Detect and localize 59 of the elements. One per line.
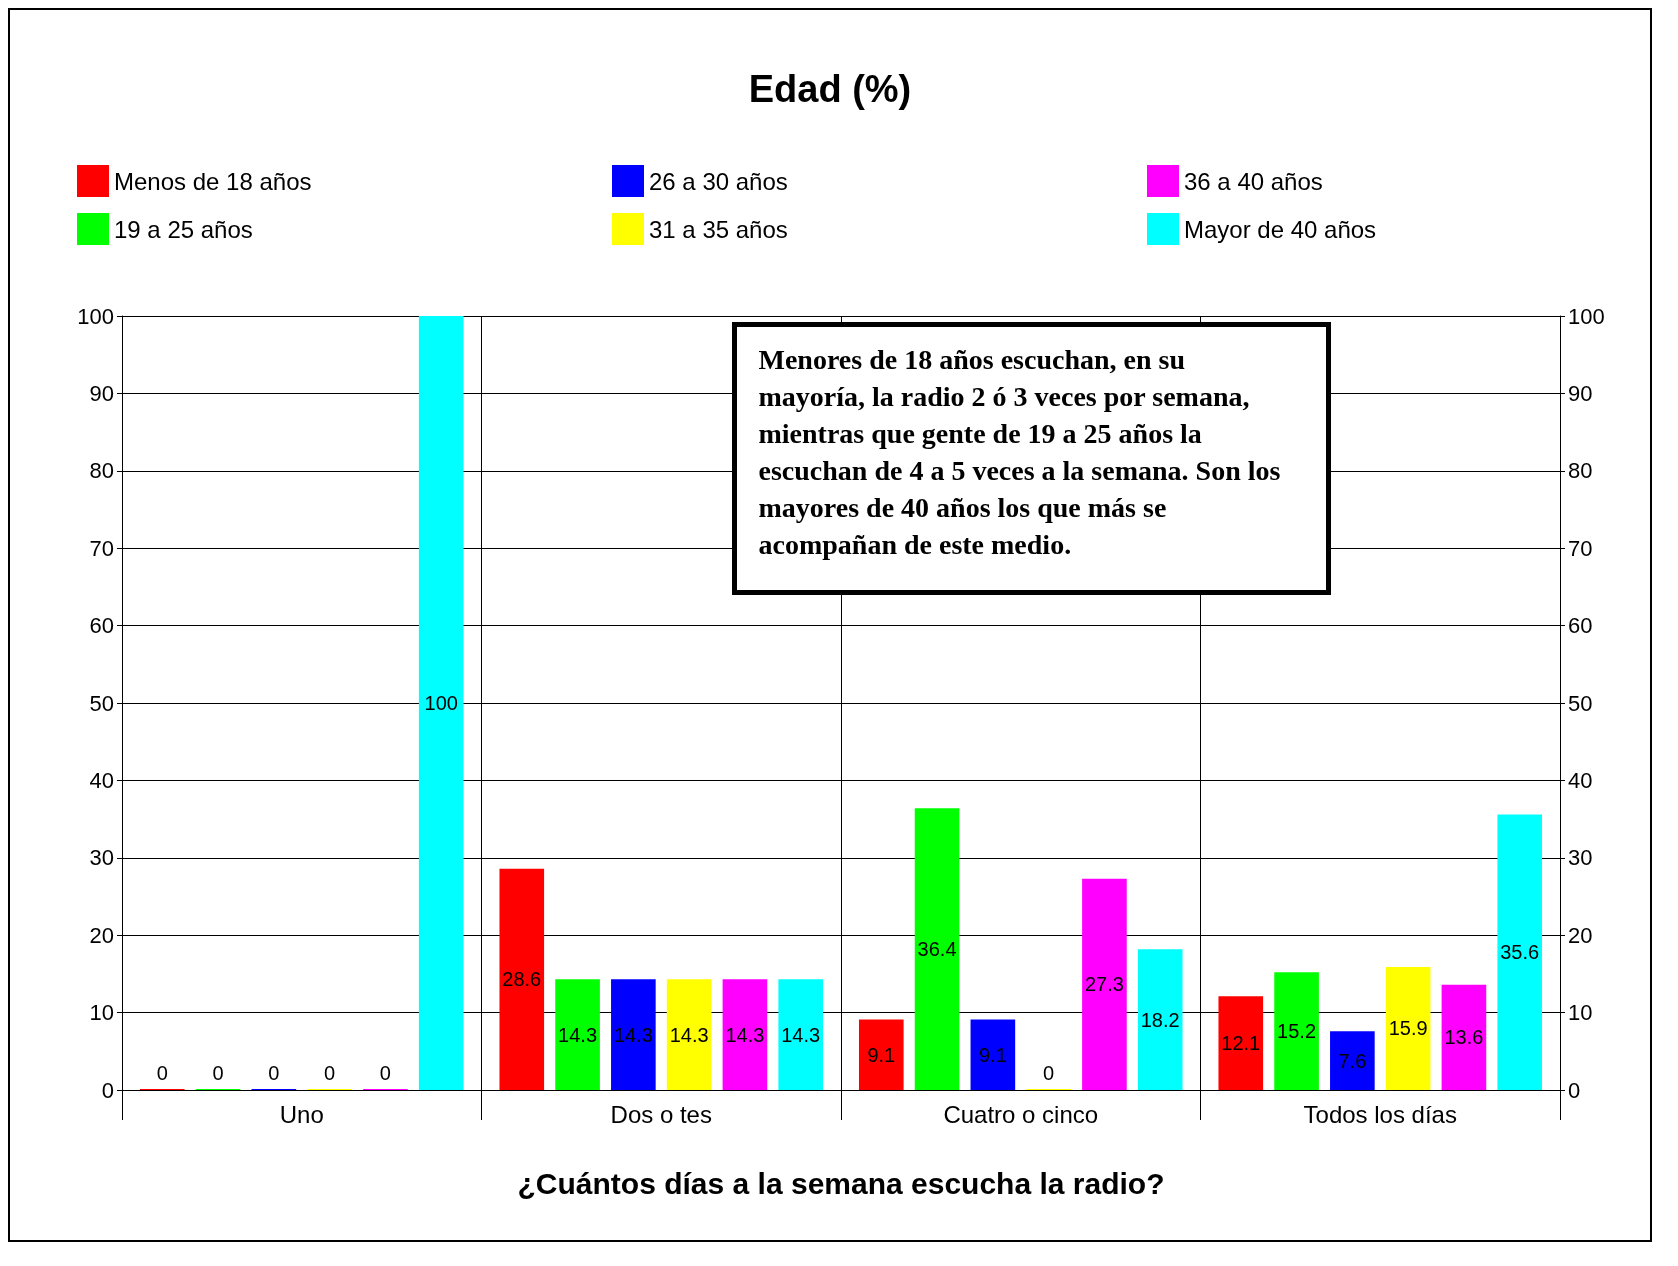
legend-label: 26 a 30 años [649,167,788,195]
data-label: 100 [424,692,458,714]
data-label: 0 [212,1062,224,1084]
y2-tick-label: 70 [1568,535,1593,561]
y2-tick-label: 40 [1568,767,1593,793]
data-label: 9.1 [867,1043,896,1066]
x-tick-label: Uno [279,1100,324,1128]
data-label: 14.3 [725,1023,765,1046]
data-label: 15.2 [1277,1020,1317,1043]
data-label: 14.3 [781,1023,821,1046]
y-tick-label: 60 [89,613,114,639]
x-tick-label: Todos los días [1303,1100,1457,1128]
data-label: 14.3 [558,1023,598,1046]
legend-label: 31 a 35 años [649,215,788,243]
data-label: 7.6 [1338,1049,1367,1072]
annotation: Menores de 18 años escuchan, en su mayoría, la radio 2 ó 3 veces por semana, mientras que gente de 19 a 25 años la escuchan de 4 a 5 veces a la semana. Son los mayores de 40 años los que más se acompañan de este medio. [758,343,1288,560]
data-label: 12.1 [1221,1032,1261,1055]
y2-tick-label: 20 [1568,922,1593,948]
legend-label: Mayor de 40 años [1184,215,1377,243]
y2-tick-label: 90 [1568,380,1593,406]
y-tick-label: 50 [89,690,114,716]
data-label: 0 [379,1062,391,1084]
data-label: 0 [324,1062,336,1084]
data-label: 28.6 [502,968,542,991]
legend-label: 36 a 40 años [1184,167,1323,195]
y-tick-label: 40 [89,767,114,793]
y-tick-label: 10 [89,1000,114,1026]
data-label: 0 [156,1062,168,1084]
chart-title: Edad (%) [748,68,912,110]
data-label: 15.9 [1388,1017,1428,1040]
data-label: 0 [1043,1062,1055,1084]
data-label: 36.4 [917,938,957,961]
y2-tick-label: 60 [1568,613,1593,639]
data-label: 14.3 [669,1023,709,1046]
legend-label: Menos de 18 años [114,167,312,195]
data-label: 0 [268,1062,280,1084]
y-tick-label: 70 [89,535,114,561]
y2-tick-label: 10 [1568,1000,1593,1026]
legend-label: 19 a 25 años [114,215,253,243]
x-tick-label: Dos o tes [610,1100,712,1128]
data-label: 27.3 [1084,973,1124,996]
y-tick-label: 30 [89,845,114,871]
y2-tick-label: 100 [1568,303,1605,329]
y-tick-label: 100 [77,303,114,329]
y-tick-label: 20 [89,922,114,948]
data-label: 14.3 [613,1023,653,1046]
x-axis-title: ¿Cuántos días a la semana escucha la radio? [517,1166,1165,1200]
y2-tick-label: 80 [1568,458,1593,484]
data-label: 13.6 [1444,1026,1484,1049]
data-label: 18.2 [1140,1008,1180,1031]
y-tick-label: 0 [101,1077,114,1103]
y2-tick-label: 30 [1568,845,1593,871]
y2-tick-label: 0 [1568,1077,1581,1103]
x-tick-label: Cuatro o cinco [943,1100,1099,1128]
y-tick-label: 90 [89,380,114,406]
y2-tick-label: 50 [1568,690,1593,716]
y-tick-label: 80 [89,458,114,484]
data-label: 35.6 [1500,941,1540,964]
data-label: 9.1 [978,1043,1007,1066]
